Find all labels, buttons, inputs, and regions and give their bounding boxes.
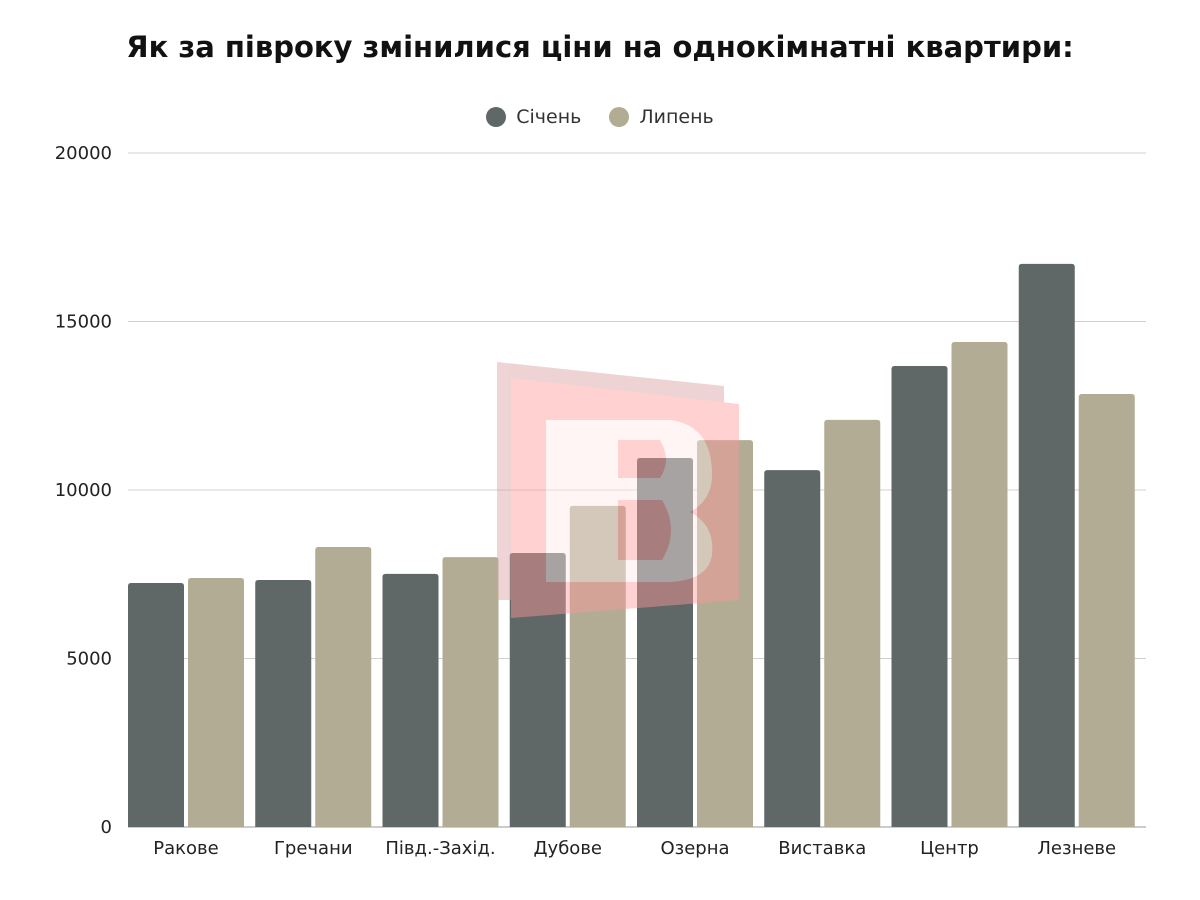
chart-title: Як за півроку змінилися ціни на однокімн…	[126, 30, 1074, 64]
bar-july	[951, 342, 1008, 827]
watermark-logo	[497, 362, 739, 618]
legend: Січень Липень	[0, 106, 1200, 128]
bar-january	[764, 470, 821, 827]
x-category-label: Озерна	[660, 838, 729, 859]
bar-july	[697, 440, 753, 827]
x-category-label: Дубове	[533, 838, 602, 859]
bar-july	[569, 505, 626, 827]
legend-label-july: Липень	[639, 106, 714, 128]
y-tick-label: 5000	[66, 649, 112, 670]
bar-january	[255, 579, 312, 827]
bar-january	[891, 365, 948, 827]
y-tick-label: 20000	[55, 143, 112, 164]
bar-july	[188, 577, 244, 827]
bar-july	[442, 557, 499, 827]
legend-item-july: Липень	[609, 106, 714, 128]
legend-item-january: Січень	[486, 106, 581, 128]
x-category-label: Виставка	[778, 838, 866, 859]
bar-january	[637, 457, 693, 827]
x-category-label: Лезневе	[1037, 838, 1116, 859]
x-category-label: Півд.-Захід.	[385, 838, 495, 859]
x-category-label: Гречани	[274, 838, 353, 859]
legend-swatch-january	[486, 107, 507, 127]
bar-january	[128, 583, 184, 827]
bar-january	[509, 553, 566, 827]
bar-january	[1018, 263, 1075, 827]
y-tick-label: 15000	[55, 312, 112, 333]
x-category-label: Центр	[920, 838, 979, 859]
bar-january	[382, 573, 439, 827]
x-category-label: Ракове	[153, 838, 218, 859]
bar-july	[824, 419, 881, 827]
legend-swatch-july	[609, 107, 630, 127]
y-tick-label: 10000	[55, 480, 112, 501]
bar-july	[315, 546, 372, 827]
bar-july	[1078, 393, 1135, 827]
legend-label-january: Січень	[516, 106, 582, 128]
y-tick-label: 0	[101, 817, 112, 838]
